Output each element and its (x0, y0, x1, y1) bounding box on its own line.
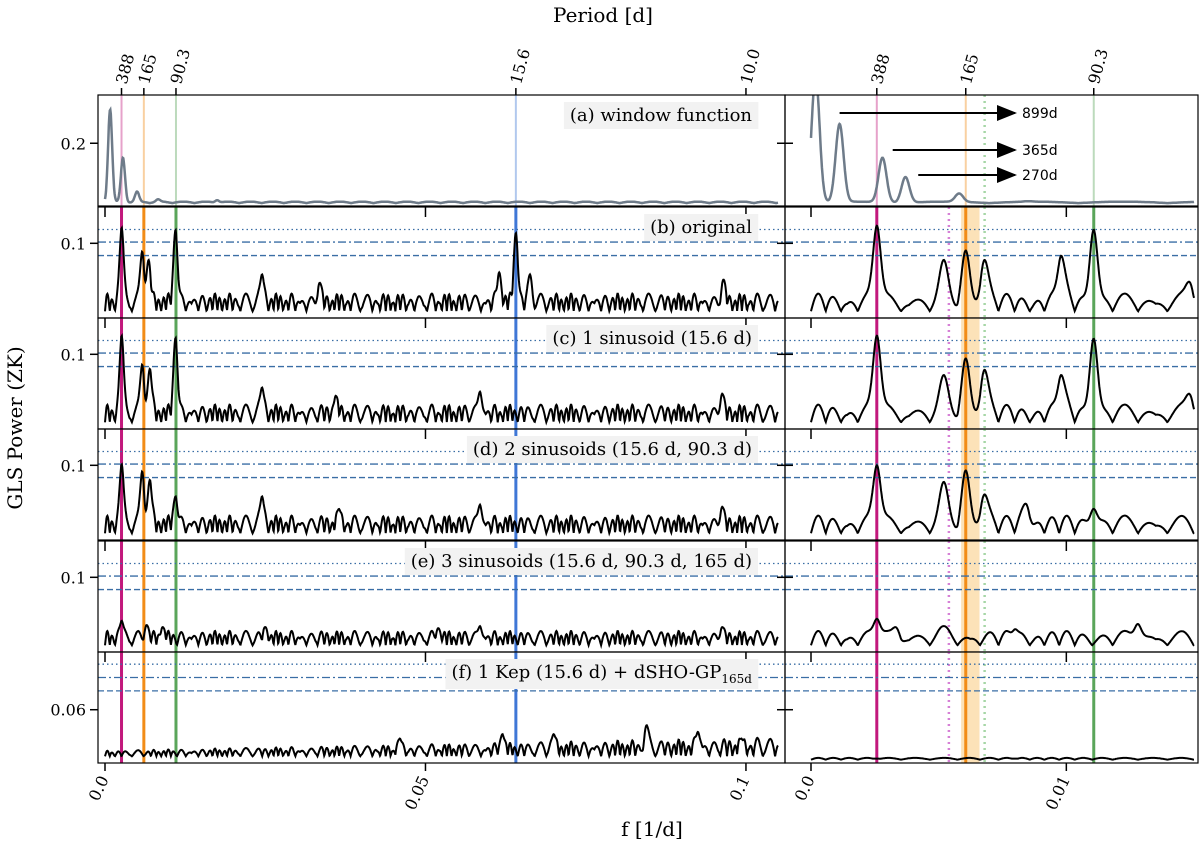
top-tick-label-L: 165 (134, 52, 160, 86)
panel-label-f: (f) 1 Kep (15.6 d) + dSHO-GP165d (452, 662, 753, 686)
window-arrow-label-270d: 270d (1022, 168, 1058, 184)
periodogram-line-c (810, 334, 1195, 425)
panel-label-text: (f) 1 Kep (15.6 d) + dSHO-GP (452, 662, 722, 683)
panel-content-d-R (785, 429, 1198, 540)
periodogram-line-a (809, 95, 1195, 205)
panel-label-d: (d) 2 sinusoids (15.6 d, 90.3 d) (473, 439, 752, 460)
panel-c-right (784, 317, 1199, 430)
panel-label-text: (a) window function (570, 105, 752, 126)
panel-label-subscript: 165d (721, 672, 752, 686)
panel-label-text: (d) 2 sinusoids (15.6 d, 90.3 d) (473, 439, 752, 460)
panel-label-e: (e) 3 sinusoids (15.6 d, 90.3 d, 165 d) (411, 551, 752, 572)
panel-content-e-R (785, 541, 1198, 652)
panel-b-right (784, 206, 1199, 319)
shaded-band-165d (961, 541, 980, 652)
window-arrow-label-899d: 899d (1022, 106, 1058, 122)
top-tick-label-L: 10.0 (736, 47, 764, 86)
xtick-label-L: 0.0 (85, 773, 113, 804)
xtick-label-R: 0.01 (1042, 773, 1074, 813)
top-tick-label-R: 90.3 (1084, 47, 1112, 86)
top-axis-label: Period [d] (553, 3, 653, 27)
panel-e-right (784, 540, 1199, 653)
panel-frame (784, 540, 1199, 653)
panel-label-bg-b (644, 214, 759, 241)
panel-content-c-R (785, 318, 1198, 429)
panel-frame (784, 428, 1199, 541)
panel-content-a-L (103, 95, 779, 206)
panel-f-right (784, 651, 1199, 764)
panel-label-c: (c) 1 sinusoid (15.6 d) (552, 328, 752, 349)
panel-label-bg-d (466, 436, 758, 463)
ytick-label-f: 0.06 (50, 701, 86, 720)
periodogram-line-c (104, 333, 779, 426)
ytick-label-c: 0.1 (61, 345, 86, 364)
panel-label-text: (b) original (650, 217, 752, 238)
ytick-label-b: 0.1 (61, 234, 86, 253)
panel-label-bg-e (404, 548, 758, 575)
xtick-label-R: 0.0 (791, 773, 819, 804)
panel-frame (784, 94, 1199, 207)
ytick-label-e: 0.1 (61, 568, 86, 587)
panel-label-text: (c) 1 sinusoid (15.6 d) (552, 328, 752, 349)
panel-d-right (784, 428, 1199, 541)
xtick-label-L: 0.1 (726, 773, 754, 804)
panel-label-bg-a (563, 102, 759, 129)
top-tick-label-L: 15.6 (506, 47, 534, 86)
panel-frame (784, 651, 1199, 764)
panel-label-bg-c (546, 325, 758, 352)
periodogram-line-b (104, 225, 779, 315)
periodogram-line-d (810, 464, 1195, 536)
periodogram-line-f (810, 756, 1194, 761)
x-axis-label: f [1/d] (621, 817, 683, 841)
periodogram-line-a (103, 106, 779, 205)
periodogram-line-f (104, 724, 779, 760)
top-tick-label-R: 388 (867, 52, 893, 86)
panel-content-b-R (785, 207, 1198, 318)
periodogram-line-e (810, 617, 1195, 648)
shaded-band-165d (961, 318, 980, 429)
ytick-label-d: 0.1 (61, 456, 86, 475)
panel-frame (784, 206, 1199, 319)
panel-content-f-R (785, 652, 1198, 763)
periodogram-line-e (104, 619, 779, 650)
panel-label-text: (e) 3 sinusoids (15.6 d, 90.3 d, 165 d) (411, 551, 752, 572)
panel-a-right (784, 94, 1199, 207)
panel-label-b: (b) original (650, 217, 752, 238)
top-tick-label-L: 90.3 (166, 47, 194, 86)
panel-frame (784, 317, 1199, 430)
window-arrow-label-365d: 365d (1022, 143, 1058, 159)
periodogram-line-b (810, 224, 1195, 314)
xtick-label-L: 0.05 (401, 773, 433, 813)
y-axis-label: GLS Power (ZK) (3, 346, 27, 509)
panel-label-bg-f (445, 659, 759, 689)
ytick-label-a: 0.2 (61, 134, 86, 153)
panel-label-a: (a) window function (570, 105, 752, 126)
shaded-band-165d (961, 652, 980, 763)
top-tick-label-R: 165 (956, 52, 982, 86)
periodogram-line-d (104, 462, 779, 537)
plot-area: 0.2 (a) window function 0.1 (b) original 0.1… (50, 47, 1199, 813)
